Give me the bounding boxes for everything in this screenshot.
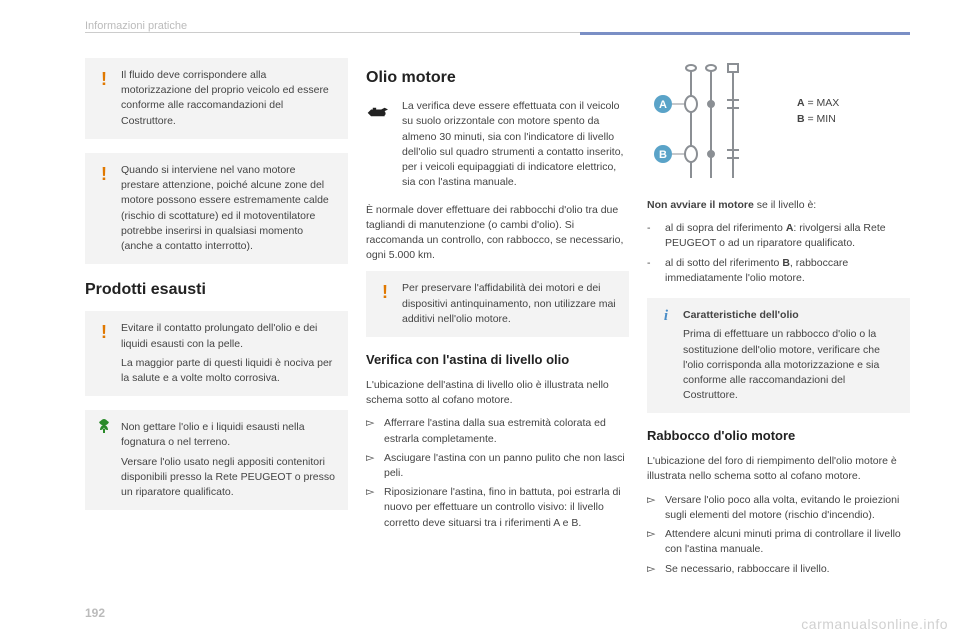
legend-key: B (797, 113, 805, 125)
callout-text: Il fluido deve corrispondere alla motori… (121, 68, 336, 129)
dash-icon: - (647, 256, 665, 286)
list-text: Asciugare l'astina con un panno pulito c… (384, 451, 629, 481)
heading-verifica-astina: Verifica con l'astina di livello olio (366, 351, 629, 370)
warning-icon: ! (95, 161, 113, 187)
strong-text: Non avviare il motore (647, 199, 757, 211)
warning-icon: ! (95, 319, 113, 345)
bullet-icon: ▻ (647, 562, 665, 578)
callout-text: Per preservare l'affidabilità dei motori… (402, 281, 617, 327)
list-text: Riposizionare l'astina, fino in battuta,… (384, 485, 629, 531)
column-3: A B A = MAX B = MIN Non avviare il motor… (647, 58, 910, 600)
content-columns: ! Il fluido deve corrispondere alla moto… (85, 58, 910, 600)
svg-text:B: B (659, 149, 667, 161)
paragraph: L'ubicazione del foro di riempimento del… (647, 454, 910, 484)
list-item: ▻ Versare l'olio poco alla volta, evitan… (647, 493, 910, 523)
dipstick-legend: A = MAX B = MIN (797, 96, 839, 128)
column-1: ! Il fluido deve corrispondere alla moto… (85, 58, 348, 600)
legend-val: = MIN (805, 113, 836, 125)
list-item: ▻ Se necessario, rabboccare il livello. (647, 562, 910, 578)
callout-text: Prima di effettuare un rabbocco d'olio o… (683, 327, 898, 403)
list-item: - al di sotto del riferimento B, rabbocc… (647, 256, 910, 286)
paragraph: L'ubicazione dell'astina di livello olio… (366, 378, 629, 408)
callout-heading: Caratteristiche dell'olio (683, 308, 898, 323)
list-text: Versare l'olio poco alla volta, evitando… (665, 493, 910, 523)
list-item: ▻ Riposizionare l'astina, fino in battut… (366, 485, 629, 531)
list-text: Se necessario, rabboccare il livello. (665, 562, 910, 578)
oil-can-icon (366, 103, 388, 126)
section-label: Informazioni pratiche (85, 20, 187, 32)
list-item: - al di sopra del riferimento A: rivolge… (647, 221, 910, 251)
eco-icon (95, 418, 113, 441)
paragraph: È normale dover effettuare dei rabbocchi… (366, 203, 629, 264)
info-icon: i (657, 306, 675, 328)
dash-icon: - (647, 221, 665, 251)
svg-text:A: A (659, 99, 667, 111)
heading-rabbocco: Rabbocco d'olio motore (647, 427, 910, 446)
paragraph: Non avviare il motore se il livello è: (647, 198, 910, 213)
bullet-icon: ▻ (366, 416, 384, 446)
warning-callout: ! Quando si interviene nel vano motore p… (85, 153, 348, 264)
list-item: ▻ Afferrare l'astina dalla sua estremità… (366, 416, 629, 446)
eco-callout: Non gettare l'olio e i liquidi esausti n… (85, 410, 348, 510)
callout-text: Versare l'olio usato negli appositi cont… (121, 455, 336, 501)
bullet-icon: ▻ (366, 485, 384, 531)
warning-callout: ! Evitare il contatto prolungato dell'ol… (85, 311, 348, 396)
legend-val: = MAX (805, 97, 840, 109)
callout-text: Evitare il contatto prolungato dell'olio… (121, 321, 336, 351)
warning-callout: ! Per preservare l'affidabilità dei moto… (366, 271, 629, 337)
warning-icon: ! (376, 279, 394, 305)
oil-note-text: La verifica deve essere effettuata con i… (402, 99, 629, 190)
list-item: ▻ Attendere alcuni minuti prima di contr… (647, 527, 910, 557)
bullet-icon: ▻ (647, 527, 665, 557)
callout-text: Quando si interviene nel vano motore pre… (121, 163, 336, 254)
column-2: Olio motore La verifica deve essere effe… (366, 58, 629, 600)
list-text: Attendere alcuni minuti prima di control… (665, 527, 910, 557)
list-text: al di sopra del riferimento A: rivolgers… (665, 221, 910, 251)
bullet-icon: ▻ (366, 451, 384, 481)
callout-text: La maggior parte di questi liquidi è noc… (121, 356, 336, 386)
oil-note: La verifica deve essere effettuata con i… (366, 99, 629, 190)
callout-text: Non gettare l'olio e i liquidi esausti n… (121, 420, 336, 450)
watermark: carmanualsonline.info (801, 616, 948, 632)
heading-prodotti-esausti: Prodotti esausti (85, 278, 348, 301)
info-callout: i Caratteristiche dell'olio Prima di eff… (647, 298, 910, 413)
bullet-icon: ▻ (647, 493, 665, 523)
list-text: Afferrare l'astina dalla sua estremità c… (384, 416, 629, 446)
header-rule-accent (580, 32, 910, 35)
list-item: ▻ Asciugare l'astina con un panno pulito… (366, 451, 629, 481)
list-text: al di sotto del riferimento B, rabboccar… (665, 256, 910, 286)
text: se il livello è: (757, 199, 817, 211)
warning-callout: ! Il fluido deve corrispondere alla moto… (85, 58, 348, 139)
dipstick-figure: A B A = MAX B = MIN (647, 58, 910, 188)
legend-key: A (797, 97, 805, 109)
warning-icon: ! (95, 66, 113, 92)
heading-olio-motore: Olio motore (366, 66, 629, 89)
page-number: 192 (85, 606, 105, 620)
